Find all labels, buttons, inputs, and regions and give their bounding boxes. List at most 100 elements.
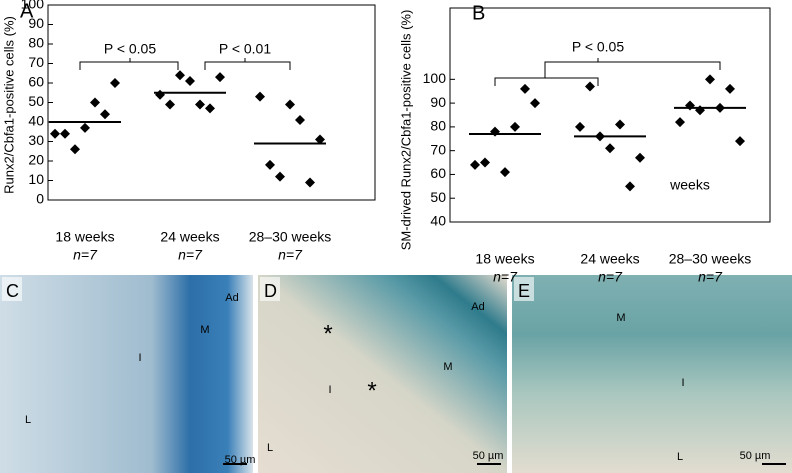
micrograph-e xyxy=(512,275,792,473)
image-label: I xyxy=(328,384,331,396)
x-tick-label: 28–30 weeks xyxy=(249,229,332,245)
y-tick-label: 90 xyxy=(28,15,44,31)
point xyxy=(255,91,265,102)
panel-label: A xyxy=(20,0,34,22)
point xyxy=(205,103,215,114)
point xyxy=(110,78,120,88)
panel-label-box xyxy=(2,277,22,301)
n-label: n=7 xyxy=(598,269,623,285)
point xyxy=(725,83,735,94)
point xyxy=(80,122,90,133)
y-tick-label: 90 xyxy=(430,94,446,110)
y-tick-label: 40 xyxy=(28,113,44,129)
point xyxy=(265,159,275,170)
n-label: n=7 xyxy=(493,269,518,285)
image-label: M xyxy=(616,312,625,324)
y-tick-label: 70 xyxy=(28,54,44,70)
n-label: n=7 xyxy=(73,247,98,263)
y-tick-label: 0 xyxy=(36,191,44,207)
image-label: 50 µm xyxy=(225,454,256,466)
y-tick-label: 10 xyxy=(28,171,44,187)
point xyxy=(155,89,165,100)
point xyxy=(625,181,635,192)
point xyxy=(575,121,585,132)
significance-bracket xyxy=(544,58,721,70)
y-axis-label: SM-drived Runx2/Cbfa1-positive cells (%) xyxy=(398,10,413,251)
point xyxy=(50,128,60,139)
point xyxy=(90,97,100,108)
y-tick-label: 30 xyxy=(28,132,44,148)
point xyxy=(605,143,615,154)
point xyxy=(315,134,325,145)
point xyxy=(70,144,80,155)
annotation: P < 0.01 xyxy=(219,41,272,57)
n-label: n=7 xyxy=(278,247,303,263)
y-tick-label: 60 xyxy=(28,74,44,90)
point xyxy=(480,157,490,168)
point xyxy=(285,99,295,110)
point xyxy=(165,99,175,110)
x-tick-label: 28–30 weeks xyxy=(669,251,752,267)
point xyxy=(175,70,185,81)
image-label: I xyxy=(138,352,141,364)
point xyxy=(520,83,530,94)
significance-bracket xyxy=(204,58,291,70)
point xyxy=(685,100,695,111)
point xyxy=(695,105,705,116)
image-label: L xyxy=(677,451,683,463)
significance-bracket xyxy=(494,70,599,86)
y-tick-label: 80 xyxy=(28,35,44,51)
y-tick-label: 100 xyxy=(21,0,45,12)
image-label: 50 µm xyxy=(740,450,771,462)
point xyxy=(675,117,685,128)
point xyxy=(305,177,315,188)
point xyxy=(185,76,195,87)
point xyxy=(530,98,540,109)
y-tick-label: 60 xyxy=(430,165,446,181)
image-label: L xyxy=(25,414,31,426)
y-tick-label: 40 xyxy=(430,213,446,229)
panel-label: B xyxy=(472,2,485,24)
significance-bracket xyxy=(79,58,179,70)
point xyxy=(735,136,745,147)
point xyxy=(635,152,645,163)
x-tick-label: 24 weeks xyxy=(160,229,219,245)
panel-label: E xyxy=(518,281,530,301)
point xyxy=(705,74,715,85)
annotation: weeks xyxy=(669,177,710,193)
n-label: n=7 xyxy=(178,247,203,263)
y-tick-label: 50 xyxy=(430,189,446,205)
y-tick-label: 80 xyxy=(430,118,446,134)
point xyxy=(490,126,500,137)
image-label: Ad xyxy=(471,301,484,313)
image-label: 50 µm xyxy=(473,450,504,462)
y-axis-label: Runx2/Cbfa1-positive cells (%) xyxy=(1,16,16,194)
plot-frame xyxy=(449,7,771,223)
x-tick-label: 18 weeks xyxy=(475,251,534,267)
x-tick-label: 18 weeks xyxy=(55,229,114,245)
point xyxy=(510,121,520,132)
image-label: M xyxy=(443,361,452,373)
panel-label-box xyxy=(260,277,280,301)
image-label: I xyxy=(681,377,684,389)
image-label: * xyxy=(323,320,332,347)
point xyxy=(215,72,225,83)
y-tick-label: 100 xyxy=(423,70,447,86)
point xyxy=(470,159,480,170)
image-label: M xyxy=(200,324,209,336)
panel-label: C xyxy=(6,281,19,301)
point xyxy=(275,171,285,182)
image-label: * xyxy=(367,377,376,404)
panel-label: D xyxy=(264,281,277,301)
point xyxy=(60,128,70,139)
n-label: n=7 xyxy=(698,269,723,285)
micrograph-d xyxy=(258,275,507,473)
y-tick-label: 20 xyxy=(28,152,44,168)
point xyxy=(100,109,110,120)
image-label: L xyxy=(267,442,273,454)
y-tick-label: 70 xyxy=(430,141,446,157)
annotation: P < 0.05 xyxy=(572,39,625,55)
point xyxy=(585,81,595,92)
